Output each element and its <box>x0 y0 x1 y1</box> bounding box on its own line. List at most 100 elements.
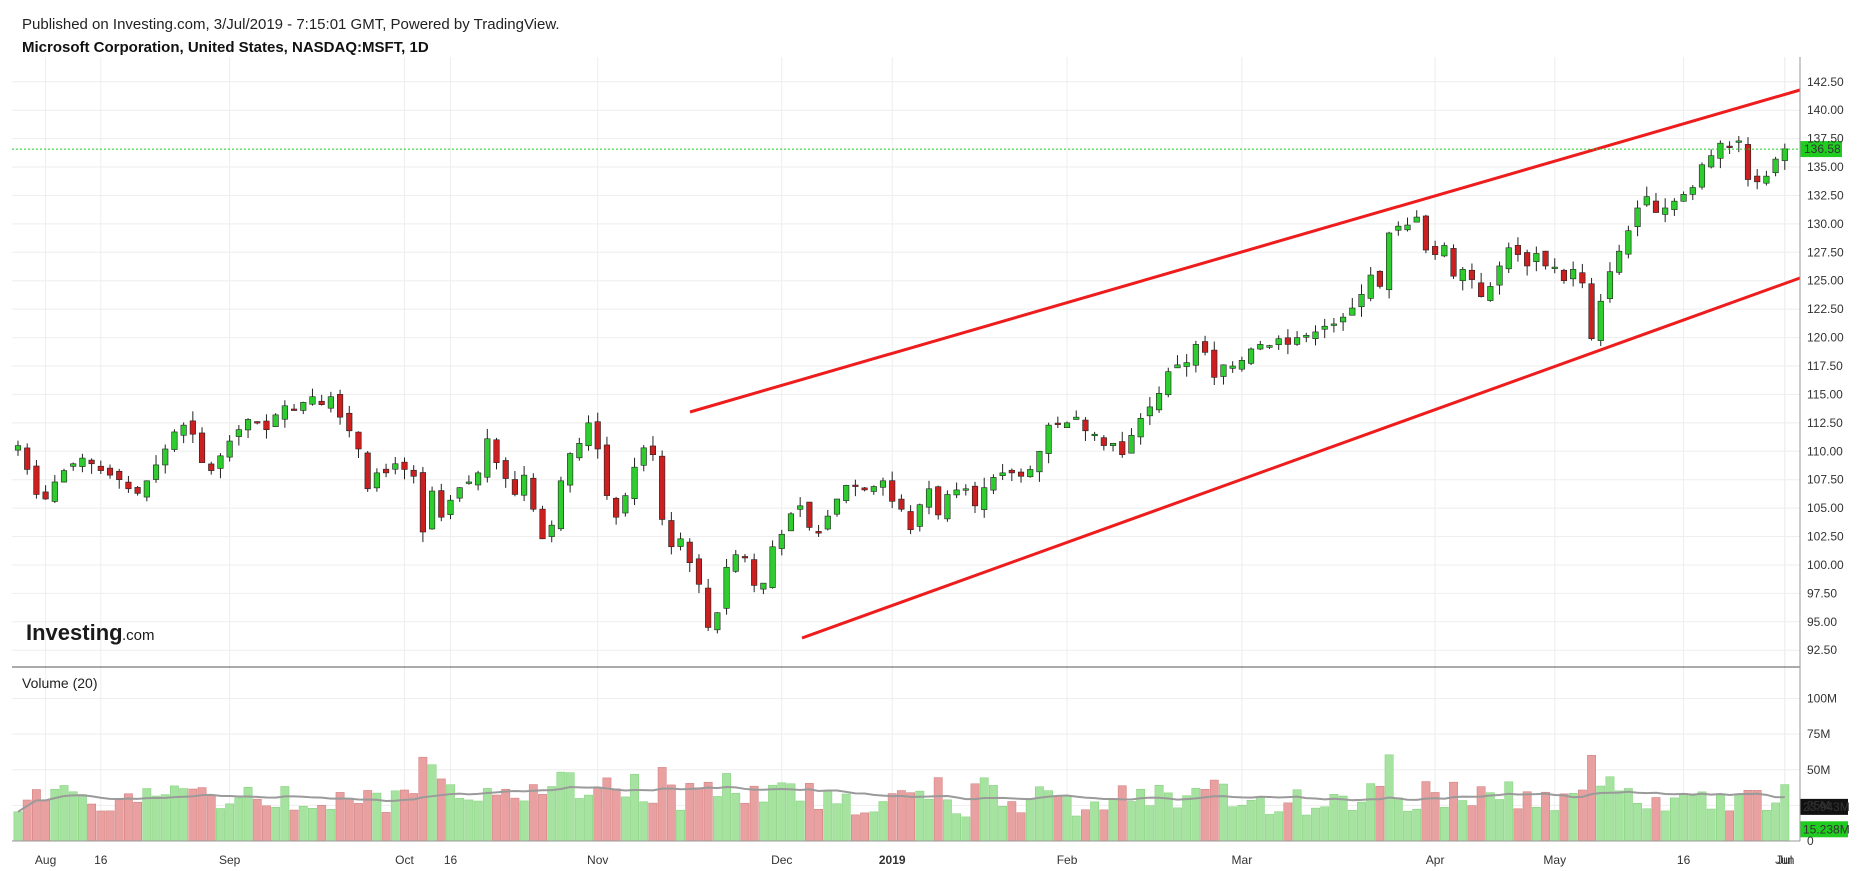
volume-bar <box>280 786 290 842</box>
volume-bar <box>1311 807 1320 842</box>
volume-bar <box>1081 809 1090 842</box>
candle-body <box>364 452 371 490</box>
candle-body <box>1606 271 1614 299</box>
volume-bar <box>998 805 1008 842</box>
date-label: Sep <box>219 853 241 867</box>
candle-body <box>1165 371 1172 396</box>
volume-bar <box>1117 785 1127 842</box>
candle-body <box>1146 406 1153 417</box>
volume-bar <box>1062 795 1072 842</box>
candle-body <box>1542 250 1549 267</box>
volume-bar <box>906 792 915 842</box>
volume-bar <box>630 773 639 842</box>
candle-body <box>14 445 22 451</box>
candle-body <box>576 443 583 459</box>
volume-bar <box>961 816 971 842</box>
candle-body <box>889 480 896 502</box>
volume-bar <box>482 788 492 842</box>
candle-body <box>870 486 877 492</box>
candle-body <box>1109 443 1117 446</box>
volume-bar <box>878 801 888 842</box>
date-label: 16 <box>94 853 108 867</box>
volume-bar <box>657 767 667 842</box>
volume-bar <box>694 787 704 842</box>
candle-body <box>143 480 150 498</box>
volume-bar <box>887 793 897 842</box>
volume-bar <box>289 809 299 842</box>
volume-bar <box>114 799 124 842</box>
candle-body <box>51 481 58 502</box>
candle-body <box>1220 364 1227 377</box>
candle-body <box>1772 158 1779 174</box>
candle-body <box>272 414 279 427</box>
volume-bar <box>1246 800 1256 842</box>
candle-body <box>226 440 233 458</box>
candle-body <box>879 480 887 488</box>
volume-bar <box>252 798 262 842</box>
volume-bar <box>1531 807 1541 842</box>
date-label: Apr <box>1426 853 1445 867</box>
candle-body <box>1321 325 1328 330</box>
volume-bar <box>749 785 759 842</box>
volume-bar <box>722 773 731 842</box>
volume-bar <box>712 796 722 842</box>
volume-bar <box>795 800 805 842</box>
candle-body <box>180 424 187 436</box>
date-label: Mar <box>1232 853 1253 867</box>
volume-bar <box>317 805 327 842</box>
candle-body <box>1634 207 1641 227</box>
volume-bar <box>1099 809 1109 842</box>
volume-bar <box>1145 805 1155 842</box>
candle-body <box>1128 435 1135 454</box>
candle-body <box>760 582 767 590</box>
candle-body <box>1229 365 1236 369</box>
volume-bar <box>1439 807 1449 842</box>
price-tick-label: 105.00 <box>1807 501 1844 515</box>
candle-body <box>907 511 914 531</box>
volume-bar <box>68 791 78 842</box>
candle-body <box>613 497 620 518</box>
candle-body <box>1367 274 1374 299</box>
volume-bar <box>1053 795 1063 842</box>
volume-bar <box>1476 786 1486 842</box>
candle-body <box>686 541 693 563</box>
candle-body <box>1662 207 1669 215</box>
volume-bar <box>1642 808 1652 842</box>
volume-bar <box>436 778 446 842</box>
volume-bar <box>786 783 796 842</box>
candle-body <box>309 396 316 405</box>
volume-bar <box>87 803 97 842</box>
date-label: 16 <box>1677 853 1691 867</box>
candle-body <box>171 431 178 450</box>
volume-bar <box>1237 805 1247 842</box>
volume-bar <box>740 802 750 842</box>
volume-bar <box>1752 790 1762 842</box>
candle-body <box>649 445 657 455</box>
candle-body <box>1404 224 1411 231</box>
volume-bar <box>703 781 713 842</box>
candle-body <box>1119 441 1126 455</box>
candle-body <box>244 419 252 431</box>
price-tick-label: 100.00 <box>1807 558 1844 572</box>
volume-bar <box>308 808 317 842</box>
candle-body <box>806 501 813 528</box>
candle-body <box>392 463 399 470</box>
volume-bar <box>1090 801 1100 842</box>
axes: 142.50 140.00 137.50 135.00 132.50 130.00 127.… <box>12 57 1844 867</box>
volume-bar <box>1320 806 1330 842</box>
volume-bar <box>1265 814 1274 842</box>
volume-bar <box>1449 781 1458 842</box>
candle-body <box>1358 294 1365 308</box>
candle-body <box>677 538 684 547</box>
candle-body <box>383 468 390 474</box>
volume-bar <box>1734 793 1744 842</box>
candle-body <box>962 488 969 491</box>
logo-main: Investing <box>26 620 123 645</box>
volume-bar <box>1403 810 1412 842</box>
candle-body <box>291 408 298 411</box>
candle-body <box>493 439 500 463</box>
volume-bar <box>1513 808 1523 842</box>
candle-body <box>539 508 546 540</box>
candle-body <box>511 479 518 495</box>
